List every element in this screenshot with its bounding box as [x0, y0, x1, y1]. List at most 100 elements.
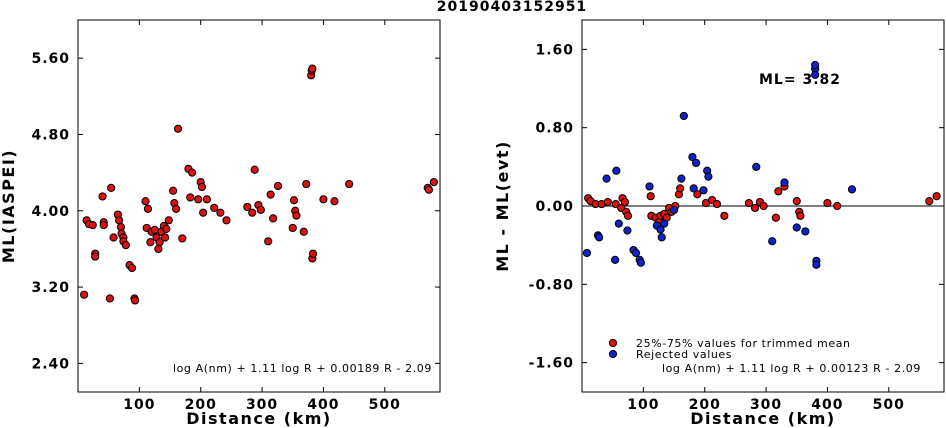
accepted-residual-point [720, 211, 729, 220]
right-y-tick-label: 0.00 [535, 199, 574, 215]
rejected-residual-point [704, 172, 713, 181]
ml-data-point [164, 216, 173, 225]
ml-data-point [80, 290, 89, 299]
rejected-residual-point [636, 258, 646, 267]
ml-data-point [345, 179, 354, 189]
ml-data-point [319, 195, 328, 204]
ml-data-point [143, 204, 153, 213]
accepted-residual-point [759, 201, 768, 211]
ml-data-point [197, 182, 207, 192]
ml-data-point [107, 183, 116, 192]
accepted-residual-point [771, 213, 780, 222]
right-x-tick-label: 400 [811, 397, 843, 413]
right-axis-ticks: 100 200 300 400 500 -1.60 -0.80 0.00 0.80 1.60 [529, 20, 944, 413]
left-y-tick-label: 3.20 [31, 280, 70, 296]
ml-data-point [264, 237, 273, 246]
ml-data-point [105, 294, 115, 303]
ml-data-point [161, 233, 170, 242]
ml-data-point [308, 64, 317, 73]
rejected-residual-point [595, 233, 604, 242]
left-y-tick-label: 5.60 [31, 51, 70, 67]
rejected-residual-point [623, 226, 632, 235]
ml-data-point [98, 192, 107, 201]
ml-data-point [141, 197, 150, 206]
rejected-residual-point [812, 260, 821, 269]
ml-data-point [88, 220, 97, 230]
left-x-tick-label: 100 [123, 397, 155, 413]
left-y-tick-label: 4.80 [31, 127, 70, 143]
left-x-axis-label: Distance (km) [186, 409, 331, 428]
ml-data-point [194, 195, 203, 204]
accepted-residual-point [744, 198, 753, 208]
legend-rejected-marker [608, 349, 618, 359]
accepted-residual-point [646, 192, 655, 201]
rejected-residual-point [792, 223, 801, 232]
ml-data-point [130, 296, 140, 305]
accepted-residual-point [611, 199, 620, 209]
accepted-residual-point [932, 192, 941, 201]
rejected-residual-point [677, 174, 686, 183]
left-y-axis-label: ML(IASPEI) [0, 149, 18, 263]
left-x-tick-label: 400 [307, 397, 339, 413]
accepted-residual-point [774, 187, 783, 196]
ml-data-point [154, 244, 163, 254]
accepted-residual-point [925, 197, 934, 206]
right-formula-note: log A(nm) + 1.11 log R + 0.00123 R - 2.0… [662, 362, 921, 375]
ml-data-point [116, 222, 126, 232]
accepted-residual-point [796, 211, 805, 220]
accepted-residual-point [792, 197, 801, 206]
ml-data-point [155, 238, 164, 247]
ml-data-point [269, 214, 278, 223]
rejected-residual-point [811, 60, 820, 70]
legend-accepted-label: 25%-75% values for trimmed mean [636, 337, 851, 350]
ml-data-point [302, 179, 311, 189]
ml-data-point [186, 193, 195, 202]
right-x-tick-label: 500 [873, 397, 905, 413]
ml-data-point [308, 249, 318, 258]
rejected-residual-point [631, 248, 641, 258]
rejected-residual-point [688, 152, 697, 162]
rejected-residual-point [645, 182, 654, 191]
left-data-points [80, 64, 438, 305]
ml-value-label: ML= 3.82 [759, 72, 841, 88]
rejected-residual-point [602, 174, 611, 183]
rejected-residual-point [656, 225, 665, 234]
accepted-residual-point [833, 201, 842, 211]
accepted-residual-point [693, 190, 702, 199]
ml-data-point [150, 225, 159, 234]
left-x-tick-label: 300 [246, 397, 278, 413]
ml-data-point [292, 211, 301, 220]
rejected-residual-point [657, 233, 666, 242]
ml-data-point [162, 224, 171, 233]
left-y-tick-label: 4.00 [31, 204, 70, 220]
left-formula-note: log A(nm) + 1.11 log R + 0.00189 R - 2.0… [173, 362, 432, 375]
rejected-residual-point [801, 227, 810, 236]
figure-title: 20190403152951 [437, 0, 587, 15]
rejected-residual-point [612, 166, 621, 175]
legend-accepted-marker [608, 338, 618, 348]
left-x-tick-label: 500 [369, 397, 401, 413]
ml-data-point [178, 234, 187, 243]
rejected-residual-point [614, 219, 623, 228]
ml-data-point [121, 241, 130, 250]
ml-data-point [250, 165, 259, 174]
right-y-axis-label: ML - ML(evt) [493, 140, 512, 272]
accepted-residual-point [712, 199, 722, 209]
rejected-residual-point [692, 158, 701, 168]
right-y-tick-label: -1.60 [529, 356, 574, 372]
rejected-residual-point [752, 162, 761, 171]
ml-data-point [127, 263, 137, 273]
rejected-residual-point [699, 186, 708, 195]
right-x-tick-label: 100 [627, 397, 659, 413]
ml-data-point [289, 196, 299, 205]
ml-data-point [188, 168, 197, 177]
ml-data-point [288, 223, 297, 233]
accepted-residual-point [750, 203, 760, 213]
rejected-residual-point [780, 178, 789, 187]
right-y-tick-label: -0.80 [529, 277, 574, 293]
ml-data-point [222, 216, 231, 225]
ml-data-point [99, 220, 108, 230]
rejected-residual-point [669, 205, 679, 215]
accepted-residual-point [623, 211, 633, 220]
